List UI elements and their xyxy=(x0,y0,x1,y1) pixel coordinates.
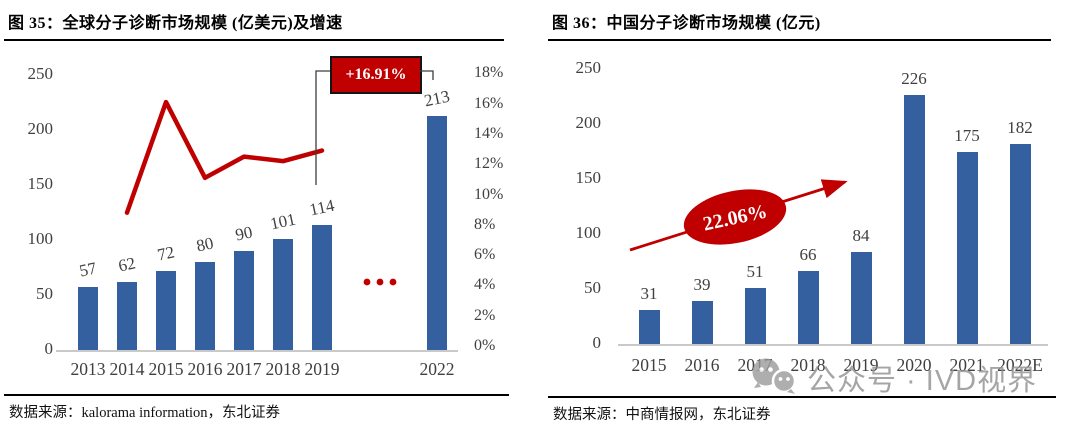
bar-value-label: 51 xyxy=(746,261,764,281)
wechat-icon xyxy=(752,358,797,394)
x-axis-label: 2022E xyxy=(997,355,1043,375)
growth-ellipse xyxy=(683,189,787,245)
bar-value-label: 175 xyxy=(954,125,980,145)
pct-axis-label: 14% xyxy=(474,124,504,142)
bar-value-label: 182 xyxy=(1007,117,1033,137)
x-axis-line xyxy=(618,344,1048,346)
bar-2017 xyxy=(744,287,766,344)
bar-2022E xyxy=(1009,143,1031,344)
cagr-annotation: +16.91% xyxy=(330,56,422,94)
growth-ellipse-label: 22.06% xyxy=(701,200,769,235)
watermark-text: 公众号 · IVD视界 xyxy=(807,365,1038,397)
x-axis-label: 2016 xyxy=(187,359,223,379)
bar-2015 xyxy=(638,309,660,344)
x-axis-label: 2021 xyxy=(949,355,985,375)
pct-axis-label: 8% xyxy=(474,215,496,233)
chart-title: 图 36：中国分子诊断市场规模 (亿元) xyxy=(548,6,1051,41)
watermark: 公众号 · IVD视界 xyxy=(750,357,1037,399)
x-axis-label: 2019 xyxy=(843,355,879,375)
bar-value-label: 84 xyxy=(852,225,870,245)
x-axis-label: 2015 xyxy=(148,359,184,379)
y-axis-label: 200 xyxy=(575,113,602,132)
y-axis-label: 100 xyxy=(575,223,602,242)
pct-axis-label: 2% xyxy=(474,306,496,324)
bar-value-label: 31 xyxy=(640,283,658,303)
ellipsis-dot xyxy=(363,278,371,286)
x-axis-label: 2017 xyxy=(226,359,262,379)
y-axis-label: 50 xyxy=(584,278,601,297)
y-axis-label: 150 xyxy=(27,174,54,193)
y-axis-label: 200 xyxy=(27,119,54,138)
pct-axis-label: 4% xyxy=(474,276,496,294)
bar-2022 xyxy=(427,115,447,350)
chart-title: 图 35：全球分子诊断市场规模 (亿美元)及增速 xyxy=(4,6,504,41)
china-chart-overlay: 22.06% xyxy=(629,179,848,252)
source-text: 数据来源：kalorama information，东北证券 xyxy=(9,405,281,421)
x-axis-label: 2013 xyxy=(70,359,106,379)
pct-axis-label: 0% xyxy=(474,337,496,354)
y-axis-label: 250 xyxy=(27,64,54,83)
growth-rate-line xyxy=(124,99,325,215)
bar-2013 xyxy=(78,287,98,350)
x-axis-label: 2016 xyxy=(684,355,720,375)
bar-value-label: 114 xyxy=(307,195,337,219)
chart-source: 数据来源：kalorama information，东北证券 xyxy=(4,394,509,422)
y-axis-label: 0 xyxy=(44,339,54,358)
pct-axis-label: 16% xyxy=(474,94,504,112)
pct-axis-label: 18% xyxy=(474,64,504,82)
bar-value-label: 226 xyxy=(901,69,927,89)
x-axis-label: 2018 xyxy=(790,355,826,375)
bar-2020 xyxy=(903,95,925,344)
pct-axis-label: 10% xyxy=(474,185,504,203)
chart-source: 数据来源：中商情报网，东北证券 xyxy=(548,396,1056,424)
bar-2015 xyxy=(156,270,176,350)
ellipsis-dot xyxy=(376,278,384,286)
x-axis-label: 2020 xyxy=(896,355,932,375)
bar-2019 xyxy=(312,224,332,350)
y-axis-label: 100 xyxy=(27,229,54,248)
ellipsis-dot xyxy=(389,278,397,286)
bar-2016 xyxy=(195,262,215,350)
source-text: 数据来源：中商情报网，东北证券 xyxy=(553,407,771,423)
x-axis-label: 2018 xyxy=(265,359,301,379)
x-axis-line xyxy=(56,350,458,352)
trend-arrow xyxy=(629,179,848,252)
bar-2014 xyxy=(117,281,137,350)
bar-2016 xyxy=(691,301,713,344)
chart-panel-global-market: 图 35：全球分子诊断市场规模 (亿美元)及增速 xyxy=(4,6,504,41)
y-axis-label: 250 xyxy=(575,58,602,77)
x-axis-label: 2022 xyxy=(419,359,455,379)
bar-2017 xyxy=(234,251,254,350)
chart-panel-china-market: 图 36：中国分子诊断市场规模 (亿元) xyxy=(548,6,1051,41)
bar-2019 xyxy=(850,251,872,344)
y-axis-label: 0 xyxy=(592,333,602,352)
pct-axis-label: 6% xyxy=(474,246,496,264)
y-axis-label: 150 xyxy=(575,168,602,187)
x-axis-label: 2014 xyxy=(109,359,145,379)
y-axis-label: 50 xyxy=(36,284,53,303)
bar-2018 xyxy=(797,271,819,344)
bar-2021 xyxy=(956,151,978,344)
bar-value-label: 39 xyxy=(693,275,711,295)
bar-value-label: 66 xyxy=(799,245,817,265)
x-axis-label: 2015 xyxy=(631,355,667,375)
pct-axis-label: 12% xyxy=(474,155,504,173)
x-axis-label: 2019 xyxy=(304,359,340,379)
bar-2018 xyxy=(273,238,293,350)
